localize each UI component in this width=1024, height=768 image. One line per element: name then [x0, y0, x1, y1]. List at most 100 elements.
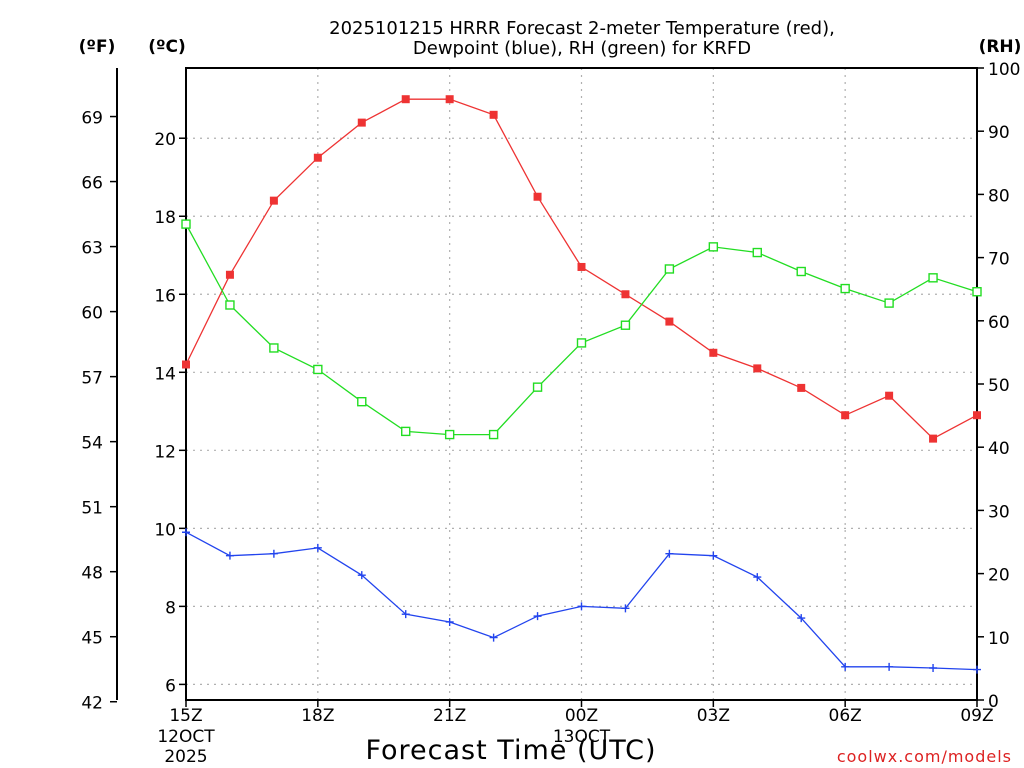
dewpoint-point: [445, 617, 454, 626]
rh-point: [532, 382, 543, 392]
x-tick-label: 18Z: [301, 706, 334, 726]
celsius-tick-label: 12: [154, 442, 176, 462]
temperature-point: [577, 262, 586, 271]
rh-point: [313, 364, 323, 375]
dewpoint-point: [929, 664, 938, 673]
rh-point: [972, 287, 982, 297]
data-series: [181, 95, 982, 674]
x-tick-date-label: 12OCT: [157, 727, 215, 747]
temperature-point: [973, 411, 981, 420]
temperature-point: [841, 411, 850, 420]
rh-point: [708, 242, 719, 252]
x-tick-label: 03Z: [697, 706, 730, 726]
chart-title-line1: 2025101215 HRRR Forecast 2-meter Tempera…: [329, 18, 835, 39]
celsius-tick-label: 6: [165, 676, 176, 696]
rh-point: [752, 247, 762, 258]
celsius-tick-label: 10: [154, 520, 176, 540]
temperature-point: [401, 95, 410, 104]
rh-point: [928, 273, 938, 283]
fahrenheit-unit-label: (ºF): [79, 37, 116, 57]
fahrenheit-tick-label: 69: [81, 109, 103, 129]
x-tick-label: 21Z: [433, 706, 466, 726]
celsius-tick-label: 20: [154, 130, 176, 150]
rh-tick-label: 80: [988, 186, 1010, 206]
temperature-point: [665, 317, 674, 326]
temperature-point: [357, 118, 366, 127]
rh-point: [401, 426, 411, 437]
watermark: coolwx.com/models: [837, 747, 1012, 766]
rh-point: [225, 300, 235, 310]
rh-point: [488, 429, 499, 440]
rh-tick-label: 30: [988, 502, 1010, 522]
rh-point: [269, 343, 279, 353]
temperature-point: [489, 110, 498, 119]
dewpoint-point: [489, 633, 498, 642]
dewpoint-point: [753, 573, 762, 582]
fahrenheit-tick-label: 48: [81, 564, 103, 584]
x-tick-date-label: 13OCT: [553, 727, 611, 747]
rh-tick-label: 20: [988, 566, 1010, 586]
celsius-unit-label: (ºC): [148, 37, 186, 57]
rh-tick-label: 100: [988, 60, 1020, 80]
x-tick-label: 15Z: [169, 706, 202, 726]
temperature-point: [445, 95, 454, 104]
rh-tick-label: 90: [988, 123, 1010, 143]
celsius-tick-label: 8: [165, 598, 176, 618]
x-tick-label: 09Z: [960, 706, 993, 726]
temperature-point: [929, 434, 938, 443]
rh-tick-label: 60: [988, 313, 1010, 333]
dewpoint-point: [621, 604, 630, 613]
fahrenheit-tick-label: 66: [81, 174, 103, 194]
rh-point: [357, 396, 367, 407]
dewpoint-point: [533, 612, 542, 621]
dewpoint-point: [797, 614, 806, 623]
rh-tick-label: 40: [988, 439, 1010, 459]
axis-ticks: 42 45 48 51 54 57 60 63 66 69 6 8 10 12 14 16 18 20 0 10 20 3…: [81, 60, 1020, 767]
fahrenheit-tick-label: 54: [81, 434, 103, 454]
rh-point: [664, 264, 675, 274]
rh-tick-label: 70: [988, 250, 1010, 270]
celsius-tick-label: 18: [154, 208, 176, 228]
rh-point: [884, 298, 894, 308]
celsius-tick-label: 14: [154, 364, 176, 384]
temperature-point: [313, 153, 322, 162]
dewpoint-point: [973, 665, 981, 674]
rh-unit-label: (RH): [979, 37, 1022, 57]
dewpoint-point: [841, 662, 850, 671]
rh-point: [576, 338, 587, 348]
x-axis-title: Forecast Time (UTC): [365, 735, 656, 766]
chart-title-line2: Dewpoint (blue), RH (green) for KRFD: [413, 38, 751, 59]
fahrenheit-tick-label: 42: [81, 694, 103, 714]
dewpoint-point: [313, 543, 322, 552]
dewpoint-point: [357, 571, 366, 580]
rh-line: [185, 223, 978, 436]
x-tick-year-label: 2025: [164, 747, 207, 767]
temperature-point: [182, 360, 190, 369]
dewpoint-point: [401, 610, 410, 619]
temperature-point: [753, 364, 762, 373]
rh-tick-label: 0: [988, 692, 999, 712]
temperature-point: [709, 348, 718, 357]
dewpoint-point: [182, 528, 190, 537]
dewpoint-point: [709, 551, 718, 560]
rh-point: [796, 266, 806, 277]
axes: [116, 67, 978, 701]
fahrenheit-tick-label: 60: [81, 304, 103, 324]
dewpoint-point: [577, 602, 586, 611]
fahrenheit-tick-label: 51: [81, 499, 103, 519]
dewpoint-point: [269, 549, 278, 558]
fahrenheit-tick-label: 45: [81, 629, 103, 649]
rh-tick-label: 10: [988, 629, 1010, 649]
temperature-point: [885, 391, 894, 400]
temperature-point: [269, 196, 278, 205]
fahrenheit-tick-label: 57: [81, 369, 103, 389]
dewpoint-point: [225, 551, 234, 560]
rh-point: [840, 283, 850, 294]
rh-point: [181, 219, 191, 229]
grid-lines: [186, 68, 977, 700]
temperature-point: [533, 192, 542, 201]
x-tick-label: 00Z: [565, 706, 598, 726]
rh-tick-label: 50: [988, 376, 1010, 396]
rh-point: [620, 320, 631, 330]
